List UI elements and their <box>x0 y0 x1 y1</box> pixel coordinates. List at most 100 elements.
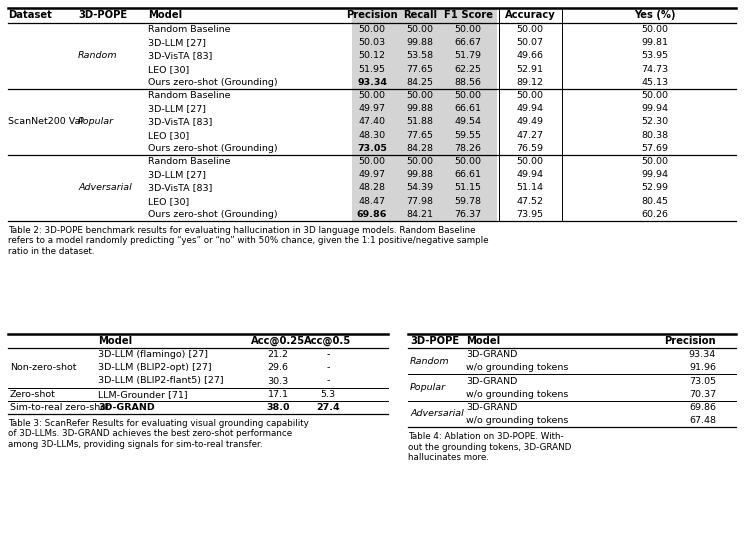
Bar <box>352 8 497 221</box>
Text: 5.3: 5.3 <box>321 390 336 399</box>
Text: 48.30: 48.30 <box>359 131 385 140</box>
Text: 99.88: 99.88 <box>406 104 434 113</box>
Text: Random: Random <box>410 357 449 366</box>
Text: 77.65: 77.65 <box>406 65 434 73</box>
Text: 3D-GRAND: 3D-GRAND <box>466 376 517 386</box>
Text: 50.00: 50.00 <box>406 91 434 100</box>
Text: 99.94: 99.94 <box>641 104 669 113</box>
Text: 93.34: 93.34 <box>689 350 716 359</box>
Text: 21.2: 21.2 <box>268 350 289 359</box>
Text: 50.00: 50.00 <box>359 91 385 100</box>
Text: 3D-LLM (BLIP2-flant5) [27]: 3D-LLM (BLIP2-flant5) [27] <box>98 376 224 386</box>
Text: 49.66: 49.66 <box>516 52 544 60</box>
Text: Random Baseline: Random Baseline <box>148 91 231 100</box>
Text: 66.67: 66.67 <box>455 38 481 47</box>
Text: 99.88: 99.88 <box>406 38 434 47</box>
Text: 49.97: 49.97 <box>359 170 385 180</box>
Text: 69.86: 69.86 <box>357 210 387 219</box>
Text: Yes (%): Yes (%) <box>634 10 676 21</box>
Text: Accuracy: Accuracy <box>504 10 555 21</box>
Text: 49.49: 49.49 <box>516 118 544 127</box>
Text: 66.61: 66.61 <box>455 104 481 113</box>
Text: 50.00: 50.00 <box>516 91 544 100</box>
Text: LEO [30]: LEO [30] <box>148 65 189 73</box>
Text: 66.61: 66.61 <box>455 170 481 180</box>
Text: 62.25: 62.25 <box>455 65 481 73</box>
Text: 3D-LLM [27]: 3D-LLM [27] <box>148 170 206 180</box>
Text: 30.3: 30.3 <box>267 376 289 386</box>
Text: Sim-to-real zero-shot: Sim-to-real zero-shot <box>10 403 110 412</box>
Text: 50.00: 50.00 <box>455 25 481 34</box>
Text: 47.52: 47.52 <box>516 197 544 206</box>
Text: 45.13: 45.13 <box>641 78 669 87</box>
Text: 88.56: 88.56 <box>455 78 481 87</box>
Text: 38.0: 38.0 <box>266 403 289 412</box>
Text: Adversarial: Adversarial <box>78 183 132 193</box>
Text: 3D-VisTA [83]: 3D-VisTA [83] <box>148 118 212 127</box>
Text: 29.6: 29.6 <box>268 363 289 372</box>
Text: Popular: Popular <box>410 383 446 392</box>
Text: 3D-POPE: 3D-POPE <box>78 10 127 21</box>
Text: 50.00: 50.00 <box>455 91 481 100</box>
Text: 48.28: 48.28 <box>359 183 385 193</box>
Text: Model: Model <box>98 336 132 346</box>
Text: -: - <box>327 363 330 372</box>
Text: 77.98: 77.98 <box>406 197 434 206</box>
Text: -: - <box>327 350 330 359</box>
Text: 73.05: 73.05 <box>689 376 716 386</box>
Text: 17.1: 17.1 <box>268 390 289 399</box>
Text: 50.00: 50.00 <box>406 157 434 166</box>
Text: 59.78: 59.78 <box>455 197 481 206</box>
Text: Random: Random <box>78 52 118 60</box>
Text: Table 2: 3D-POPE benchmark results for evaluating hallucination in 3D language m: Table 2: 3D-POPE benchmark results for e… <box>8 226 489 256</box>
Text: 51.79: 51.79 <box>455 52 481 60</box>
Text: Adversarial: Adversarial <box>410 410 464 418</box>
Text: 76.37: 76.37 <box>455 210 481 219</box>
Text: Precision: Precision <box>346 10 398 21</box>
Text: 50.00: 50.00 <box>641 25 669 34</box>
Text: 3D-LLM [27]: 3D-LLM [27] <box>148 38 206 47</box>
Text: 59.55: 59.55 <box>455 131 481 140</box>
Text: Table 4: Ablation on 3D-POPE. With-
out the grounding tokens, 3D-GRAND
hallucina: Table 4: Ablation on 3D-POPE. With- out … <box>408 432 571 462</box>
Text: 99.88: 99.88 <box>406 170 434 180</box>
Text: 50.07: 50.07 <box>516 38 544 47</box>
Text: 52.30: 52.30 <box>641 118 669 127</box>
Text: 50.00: 50.00 <box>406 25 434 34</box>
Text: Recall: Recall <box>403 10 437 21</box>
Text: 3D-VisTA [83]: 3D-VisTA [83] <box>148 183 212 193</box>
Text: 3D-GRAND: 3D-GRAND <box>98 403 155 412</box>
Text: 53.95: 53.95 <box>641 52 669 60</box>
Text: Dataset: Dataset <box>8 10 52 21</box>
Text: 47.27: 47.27 <box>516 131 544 140</box>
Text: 84.28: 84.28 <box>406 144 434 153</box>
Text: Ours zero-shot (Grounding): Ours zero-shot (Grounding) <box>148 144 278 153</box>
Text: 3D-GRAND: 3D-GRAND <box>466 350 517 359</box>
Text: 50.00: 50.00 <box>359 25 385 34</box>
Text: 51.14: 51.14 <box>516 183 544 193</box>
Text: LEO [30]: LEO [30] <box>148 131 189 140</box>
Text: -: - <box>327 376 330 386</box>
Text: 3D-VisTA [83]: 3D-VisTA [83] <box>148 52 212 60</box>
Text: 50.00: 50.00 <box>359 157 385 166</box>
Text: 73.05: 73.05 <box>357 144 387 153</box>
Text: 3D-POPE: 3D-POPE <box>410 336 459 346</box>
Text: 80.38: 80.38 <box>641 131 669 140</box>
Text: 49.54: 49.54 <box>455 118 481 127</box>
Text: 99.94: 99.94 <box>641 170 669 180</box>
Text: LLM-Grounder [71]: LLM-Grounder [71] <box>98 390 187 399</box>
Text: 84.25: 84.25 <box>406 78 434 87</box>
Text: 78.26: 78.26 <box>455 144 481 153</box>
Text: 3D-LLM (flamingo) [27]: 3D-LLM (flamingo) [27] <box>98 350 208 359</box>
Text: 51.88: 51.88 <box>406 118 434 127</box>
Text: 57.69: 57.69 <box>641 144 669 153</box>
Text: 47.40: 47.40 <box>359 118 385 127</box>
Text: LEO [30]: LEO [30] <box>148 197 189 206</box>
Text: Popular: Popular <box>78 118 114 127</box>
Text: 49.94: 49.94 <box>516 170 544 180</box>
Text: 91.96: 91.96 <box>689 363 716 372</box>
Text: 67.48: 67.48 <box>689 416 716 425</box>
Text: 50.03: 50.03 <box>359 38 385 47</box>
Text: Non-zero-shot: Non-zero-shot <box>10 363 77 372</box>
Text: 73.95: 73.95 <box>516 210 544 219</box>
Text: 49.97: 49.97 <box>359 104 385 113</box>
